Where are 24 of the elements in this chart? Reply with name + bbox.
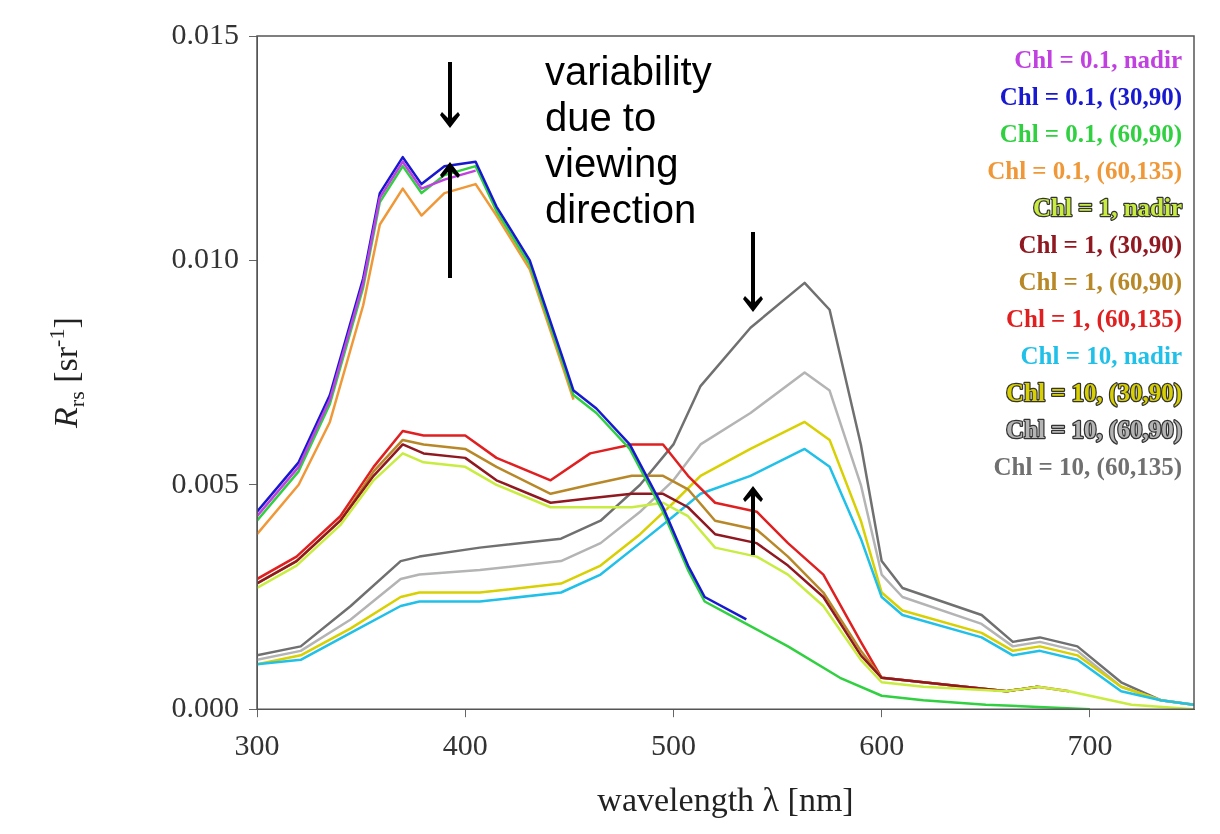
text: Chl = 1, (30,90)	[1018, 231, 1182, 260]
x-tick-label: 300	[234, 728, 280, 762]
text: Chl = 0.1, (60,135)	[987, 157, 1182, 186]
x-axis-title: wavelength λ [nm]	[597, 780, 854, 818]
text: Chl = 10, (60,90)	[1005, 416, 1182, 445]
text: Chl = 1, nadir	[1033, 194, 1182, 222]
x-tick-label: 600	[859, 728, 905, 762]
text: Chl = 0.1, (60,90)	[999, 120, 1182, 149]
y-tick-label: 0.000	[171, 690, 239, 724]
y-tick-label: 0.015	[171, 16, 239, 50]
x-tick-label: 700	[1067, 728, 1113, 762]
text: Chl = 10, (60,135)	[993, 453, 1182, 482]
x-tick-label: 500	[650, 728, 696, 762]
y-axis-title: Rrs [sr-1]	[43, 317, 89, 429]
text: Chl = 0.1, nadir	[1014, 46, 1182, 74]
x-tick-label: 400	[442, 728, 488, 762]
y-tick-label: 0.005	[171, 465, 239, 499]
text: Chl = 1, (60,90)	[1018, 268, 1182, 297]
text: Chl = 10, (30,90)	[1005, 379, 1182, 408]
text: Chl = 10, nadir	[1020, 342, 1182, 370]
y-tick-label: 0.010	[171, 241, 239, 275]
text: Chl = 1, (60,135)	[1005, 305, 1182, 334]
text: Chl = 0.1, (30,90)	[999, 83, 1182, 112]
annotation: variability due to viewing direction	[545, 49, 712, 232]
